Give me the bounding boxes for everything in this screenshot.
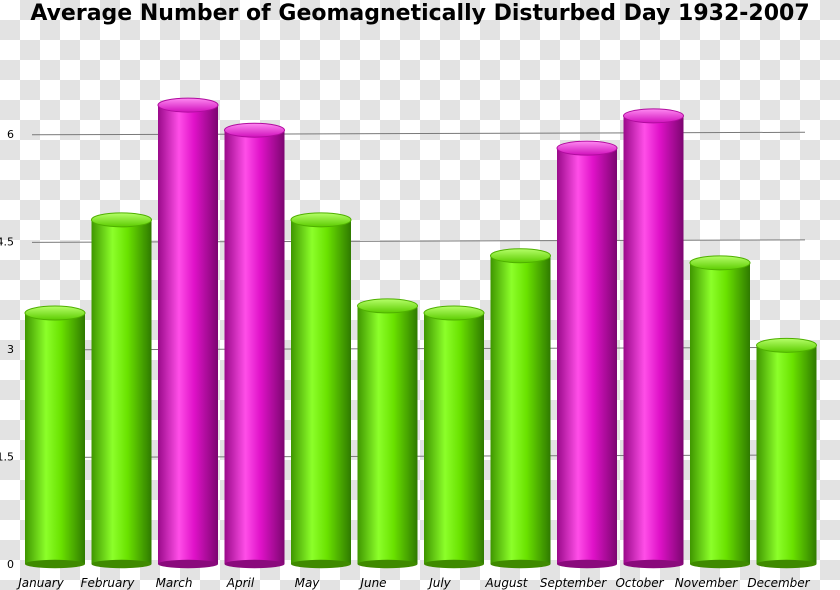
bar-cap: [157, 97, 219, 113]
bar-body: [357, 305, 418, 564]
bar-march: [157, 97, 219, 569]
bar-cap: [24, 305, 86, 321]
bar-october: [623, 108, 684, 569]
x-tick-label: February: [81, 576, 136, 590]
x-tick-label: May: [295, 576, 321, 590]
bar-base: [357, 559, 418, 569]
x-tick-label: October: [615, 576, 664, 590]
bar-june: [357, 298, 418, 569]
bar-body: [224, 130, 285, 564]
x-tick-label: December: [747, 576, 810, 590]
bar-cap: [689, 255, 751, 271]
bar-september: [556, 140, 618, 569]
bar-body: [91, 219, 152, 564]
bar-cap: [224, 122, 285, 138]
x-tick-label: March: [156, 576, 193, 590]
bars: [24, 97, 817, 569]
y-tick-label: 4.5: [0, 235, 14, 248]
bar-base: [25, 559, 85, 569]
bar-base: [756, 559, 817, 569]
bar-body: [623, 115, 684, 564]
bar-cap: [490, 248, 551, 264]
x-tick-label: April: [226, 576, 255, 590]
bar-base: [291, 559, 351, 569]
bar-body: [557, 148, 617, 564]
bar-base: [490, 559, 551, 569]
bar-base: [158, 559, 218, 569]
bar-cap: [423, 305, 485, 321]
bar-february: [91, 212, 152, 569]
x-tick-label: September: [540, 576, 607, 590]
y-tick-label: 1.5: [0, 450, 14, 463]
bar-body: [424, 313, 484, 564]
bar-body: [490, 255, 551, 564]
gridline-4: [31, 131, 806, 136]
bar-body: [25, 313, 85, 564]
bar-cap: [357, 298, 418, 314]
bar-base: [91, 559, 152, 569]
bar-cap: [756, 337, 817, 353]
x-tick-label: July: [427, 576, 451, 590]
bar-base: [424, 559, 484, 569]
x-tick-label: January: [16, 576, 64, 590]
y-tick-label: 6: [7, 128, 14, 141]
x-tick-label: August: [485, 576, 529, 590]
bar-body: [690, 262, 750, 564]
x-tick-label: November: [675, 576, 738, 590]
bar-november: [689, 255, 751, 569]
bar-body: [158, 105, 218, 565]
bar-body: [756, 345, 817, 564]
bar-january: [24, 305, 86, 569]
bar-april: [224, 122, 285, 569]
bar-cap: [290, 212, 352, 228]
bar-base: [690, 559, 750, 569]
bar-body: [291, 219, 351, 564]
x-tick-label: June: [358, 576, 386, 590]
bar-base: [224, 559, 285, 569]
bar-base: [557, 559, 617, 569]
y-axis-ticks: 0 1.5 3 4.5 6: [0, 128, 14, 571]
bar-december: [756, 337, 817, 569]
bar-july: [423, 305, 485, 569]
y-tick-label: 0: [7, 558, 14, 571]
chart-title: Average Number of Geomagnetically Distur…: [30, 1, 809, 26]
bar-base: [623, 559, 684, 569]
bar-cap: [623, 108, 684, 124]
bar-august: [490, 248, 551, 569]
bar-may: [290, 212, 352, 569]
x-axis-labels: January February March April May June July Augu…: [16, 576, 810, 590]
bar-cap: [556, 140, 618, 156]
y-tick-label: 3: [7, 343, 14, 356]
bar-cap: [91, 212, 152, 228]
